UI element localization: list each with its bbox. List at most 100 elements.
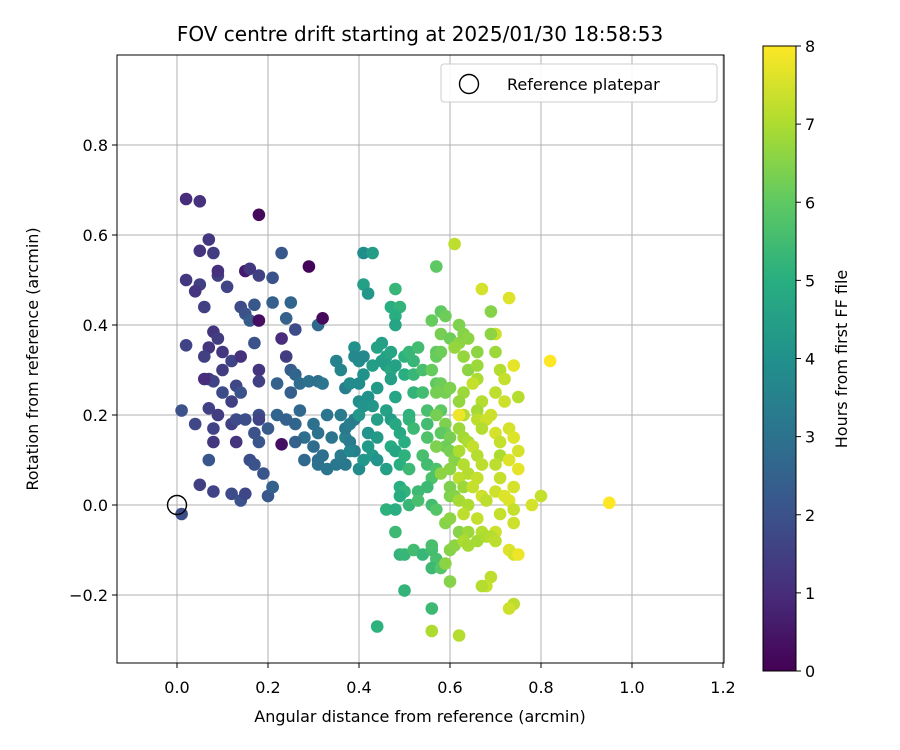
data-point [484, 305, 498, 318]
data-point [402, 462, 416, 476]
data-point [307, 440, 320, 453]
data-point [207, 246, 220, 260]
data-point [407, 422, 420, 435]
data-point [411, 494, 425, 507]
y-tick-label: 0.0 [83, 496, 108, 515]
plot-frame [116, 54, 725, 664]
data-point [239, 413, 252, 426]
data-point [370, 431, 384, 444]
data-point [252, 435, 266, 449]
y-tick-label: 0.8 [83, 136, 108, 155]
data-point [252, 269, 266, 282]
data-point [430, 408, 443, 422]
data-point [275, 438, 288, 451]
data-point [507, 431, 520, 444]
data-point [389, 309, 402, 323]
colorbar-tick-label: 4 [805, 350, 815, 369]
data-point [198, 372, 211, 386]
data-point [430, 260, 443, 273]
data-point [234, 350, 247, 363]
data-point [471, 512, 484, 525]
data-point [512, 462, 525, 476]
data-point [461, 332, 475, 345]
data-point [471, 359, 484, 372]
data-point [243, 314, 257, 327]
data-point [207, 422, 220, 435]
data-point [421, 431, 434, 444]
data-point [252, 208, 266, 222]
data-point [188, 285, 202, 298]
data-point [225, 395, 238, 408]
data-point [179, 192, 193, 206]
data-point [289, 323, 302, 336]
data-point [471, 404, 484, 417]
data-point [229, 413, 243, 426]
data-point [270, 377, 284, 390]
data-point [352, 408, 366, 422]
data-point [279, 350, 293, 363]
data-point [416, 386, 430, 399]
data-point [370, 453, 384, 467]
data-point [434, 345, 448, 359]
data-point [457, 350, 470, 363]
data-point [289, 435, 302, 449]
data-point [489, 458, 502, 471]
data-point [452, 629, 466, 642]
data-point [480, 494, 493, 507]
data-point [298, 453, 311, 467]
data-point [266, 271, 279, 285]
reference-platepar-marker [166, 494, 188, 516]
data-point [425, 624, 439, 638]
data-point [489, 534, 502, 548]
data-point [375, 336, 389, 350]
data-point [239, 487, 252, 501]
data-point [243, 262, 257, 276]
data-point [439, 557, 452, 570]
data-point [211, 408, 225, 422]
data-point [389, 318, 402, 332]
data-point [389, 359, 402, 372]
data-point [216, 345, 229, 359]
data-point [234, 386, 247, 399]
data-point [448, 341, 461, 354]
data-point [448, 237, 461, 251]
data-point [220, 280, 234, 294]
x-tick-label: 1.0 [619, 678, 644, 697]
colorbar-tick-label: 3 [805, 428, 815, 447]
data-point [193, 244, 207, 258]
data-point [284, 386, 298, 399]
data-point [525, 498, 539, 512]
colorbar-tick-label: 5 [805, 271, 815, 290]
x-ticks: 0.0 0.2 0.4 0.6 0.8 1.0 1.2 [164, 663, 736, 697]
legend-entry-reference: Reference platepar [507, 75, 660, 94]
data-point [416, 363, 430, 377]
colorbar-label: Hours from first FF file [832, 270, 851, 449]
data-point [316, 377, 329, 390]
data-point [348, 341, 361, 354]
data-point [407, 354, 420, 368]
data-point [512, 444, 525, 458]
data-point [452, 395, 466, 408]
data-point [348, 350, 361, 363]
data-point [198, 300, 211, 314]
data-point [202, 402, 216, 415]
data-point [493, 507, 507, 521]
data-point [320, 462, 334, 476]
data-point [512, 390, 525, 404]
data-point [484, 408, 498, 422]
data-point [207, 485, 220, 498]
y-tick-label: 0.6 [83, 226, 108, 245]
data-point [252, 375, 266, 388]
data-point [266, 296, 279, 309]
data-point [398, 435, 411, 449]
data-point [471, 345, 484, 359]
data-point [302, 375, 316, 388]
data-point [389, 282, 402, 296]
data-point [252, 413, 266, 426]
data-point [493, 435, 507, 449]
data-point [380, 462, 393, 476]
data-point [179, 273, 193, 287]
data-point [361, 287, 375, 300]
data-point [257, 467, 270, 480]
